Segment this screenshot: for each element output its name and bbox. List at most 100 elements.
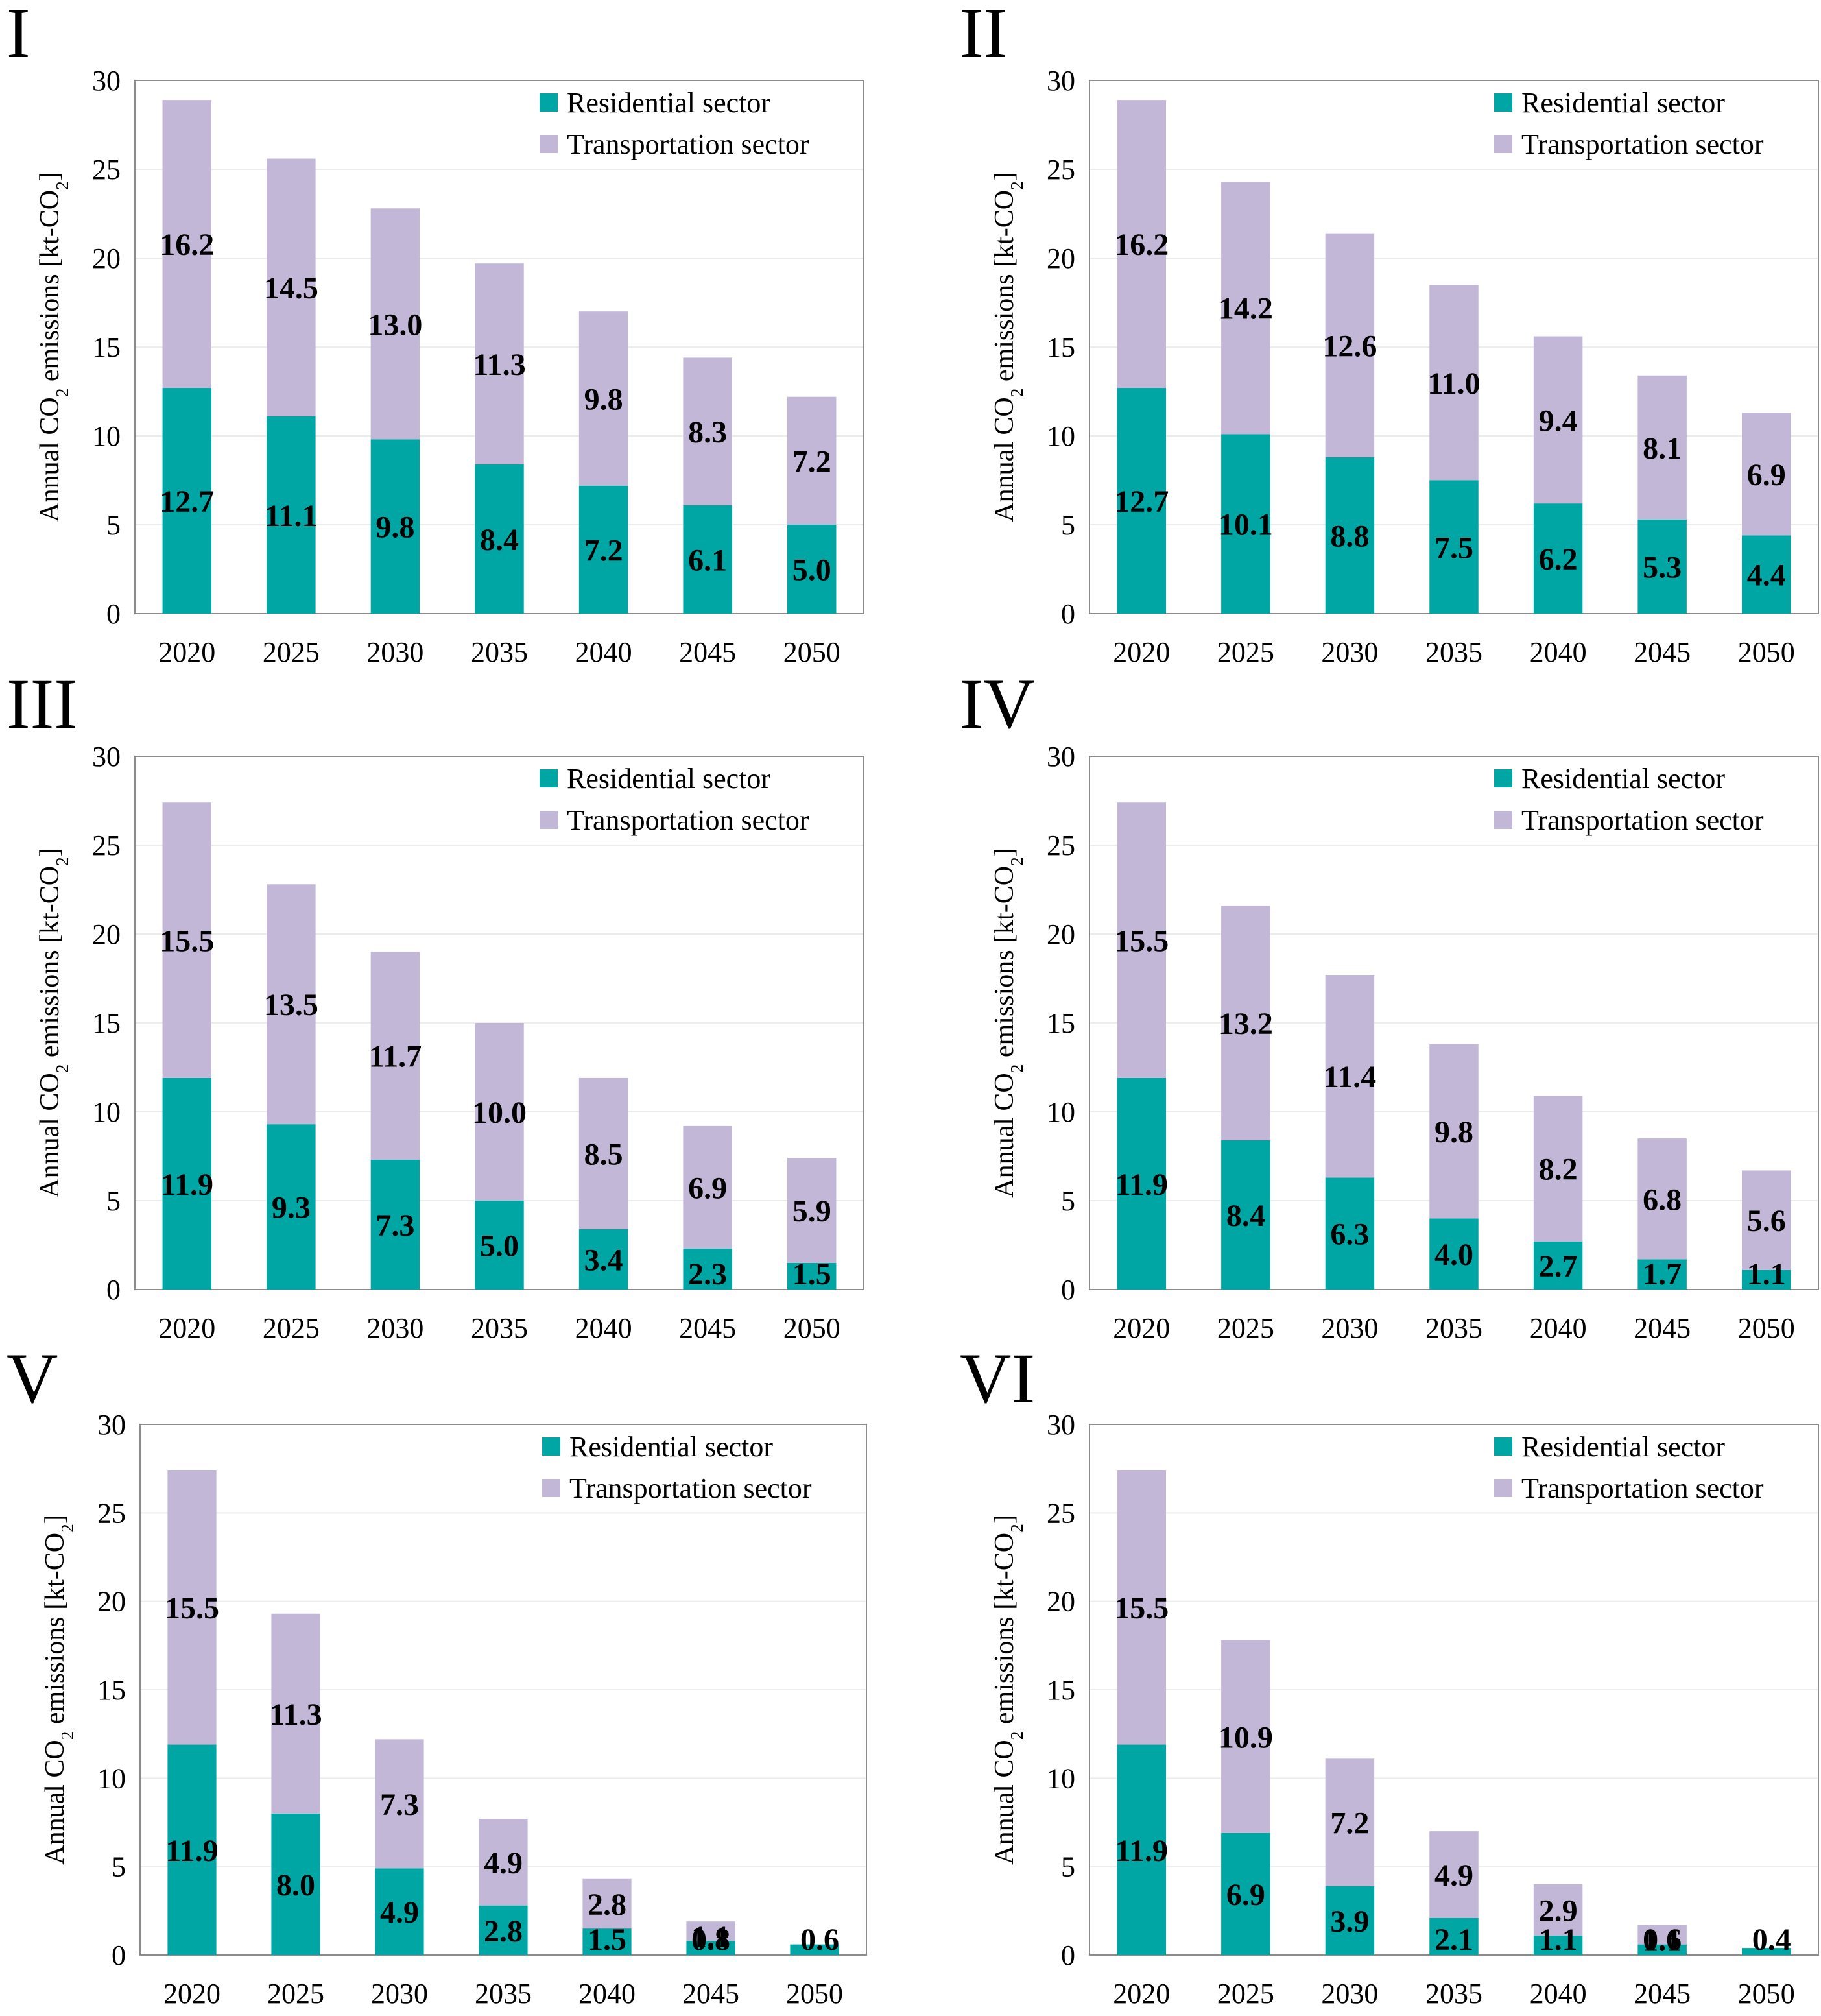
x-tick-label: 2025: [263, 1312, 320, 1344]
x-tick-label: 2045: [1634, 1312, 1691, 1344]
y-tick-label: 10: [1047, 420, 1075, 452]
bar-residential-2030: [1325, 1177, 1375, 1290]
y-tick-label: 0: [106, 598, 121, 630]
x-tick-label: 2045: [1634, 636, 1691, 668]
data-label-transportation: 8.2: [1539, 1153, 1578, 1187]
data-label-transportation: 8.3: [688, 415, 727, 450]
data-label-transportation: 7.2: [792, 444, 831, 479]
y-tick-label: 20: [97, 1586, 126, 1618]
data-label-residential: 1.5: [792, 1257, 831, 1291]
bar-transportation-2020: [162, 100, 212, 389]
x-tick-label: 2035: [471, 1312, 528, 1344]
bar-residential-2025: [267, 1124, 316, 1290]
legend-swatch-residential: [540, 93, 558, 112]
bar-residential-2020: [1117, 1077, 1167, 1290]
data-label-transportation: 15.5: [1114, 1591, 1169, 1626]
y-tick-label: 5: [112, 1851, 126, 1883]
x-tick-label: 2030: [366, 1312, 423, 1344]
bar-transportation-2050: [1741, 413, 1791, 536]
bar-transportation-2030: [375, 1739, 424, 1869]
bar-transportation-2030: [1325, 233, 1375, 457]
y-tick-label: 25: [92, 830, 121, 861]
y-axis-title: Annual CO2 emissions [kt-CO2]: [40, 1515, 77, 1864]
panel-label: II: [960, 0, 1007, 73]
y-tick-label: 10: [1047, 1096, 1075, 1128]
data-label-transportation: 15.5: [160, 924, 214, 959]
data-label-residential: 3.4: [584, 1243, 623, 1277]
x-tick-label: 2030: [1321, 636, 1378, 668]
bar-transportation-2020: [1117, 802, 1167, 1078]
bar-transportation-2035: [475, 1023, 524, 1201]
bar-residential-2030: [1325, 1886, 1375, 1955]
x-tick-label: 2025: [1217, 1978, 1274, 2010]
x-tick-label: 2035: [1425, 1978, 1482, 2010]
y-axis-title: Annual CO2 emissions [kt-CO2]: [990, 1515, 1027, 1864]
y-tick-label: 0: [1061, 598, 1075, 630]
data-label-residential: 6.2: [1539, 542, 1578, 577]
bar-transportation-2030: [370, 208, 420, 440]
legend-swatch-residential: [540, 769, 558, 787]
x-tick-label: 2050: [783, 636, 840, 668]
data-label-residential: 6.9: [1226, 1878, 1265, 1912]
x-tick-label: 2045: [682, 1978, 739, 2010]
y-tick-label: 10: [92, 420, 121, 452]
y-axis-title: Annual CO2 emissions [kt-CO2]: [35, 848, 72, 1197]
data-label-transportation: 11.7: [369, 1040, 422, 1074]
data-label-transportation: 6.8: [1643, 1182, 1682, 1217]
data-label-transportation: 11.0: [1427, 366, 1480, 401]
x-tick-label: 2025: [1217, 1312, 1274, 1344]
bar-transportation-2040: [582, 1878, 632, 1929]
bar-transportation-2025: [267, 158, 316, 416]
bar-transportation-2025: [267, 884, 316, 1125]
y-tick-label: 30: [92, 65, 121, 97]
data-label-transportation: 14.5: [264, 271, 318, 306]
bar-transportation-2035: [1429, 1831, 1479, 1918]
data-label-transportation: 11.3: [473, 348, 525, 382]
bar-transportation-2030: [370, 952, 420, 1160]
data-label-residential: 2.8: [484, 1914, 523, 1949]
x-tick-label: 2040: [1530, 636, 1587, 668]
legend-swatch-transportation: [1494, 811, 1512, 829]
x-tick-label: 2025: [1217, 636, 1274, 668]
bar-transportation-2045: [683, 1125, 732, 1249]
data-label-transportation: 15.5: [1114, 924, 1169, 959]
legend-label-residential: Residential sector: [1521, 1431, 1725, 1463]
bar-transportation-2025: [271, 1613, 320, 1814]
panel-label: III: [6, 664, 78, 743]
legend-label-transportation: Transportation sector: [1521, 128, 1764, 160]
x-tick-label: 2045: [679, 1312, 736, 1344]
data-label-transportation: 4.9: [484, 1846, 523, 1880]
bar-residential-2030: [375, 1868, 424, 1955]
x-tick-label: 2020: [1113, 1312, 1170, 1344]
legend-label-transportation: Transportation sector: [1521, 804, 1764, 836]
x-tick-label: 2020: [1113, 1978, 1170, 2010]
bar-residential-2025: [271, 1813, 320, 1955]
x-tick-label: 2045: [679, 636, 736, 668]
y-axis-title: Annual CO2 emissions [kt-CO2]: [990, 848, 1027, 1197]
data-label-transportation: 9.4: [1539, 403, 1578, 438]
data-label-residential: 6.1: [688, 543, 727, 577]
y-tick-label: 5: [106, 509, 121, 541]
data-label-transportation: 7.2: [1330, 1806, 1369, 1841]
y-tick-label: 25: [1047, 1497, 1075, 1529]
data-label-residential: 1.7: [1643, 1257, 1682, 1291]
bar-residential-2025: [1221, 434, 1270, 614]
panel-label: IV: [960, 664, 1035, 743]
data-label-residential: 4.9: [380, 1895, 419, 1930]
bar-transportation-2045: [683, 357, 732, 505]
data-label-residential: 1.1: [1539, 1923, 1578, 1957]
bar-residential-2020: [162, 388, 212, 614]
x-tick-label: 2020: [1113, 636, 1170, 668]
legend-label-residential: Residential sector: [567, 763, 770, 795]
data-label-transportation: 13.5: [264, 988, 318, 1022]
bar-residential-2040: [1533, 1936, 1583, 1955]
y-tick-label: 25: [1047, 154, 1075, 186]
bar-residential-2035: [475, 464, 524, 614]
bar-residential-2040: [582, 1928, 632, 1955]
y-tick-label: 30: [1047, 741, 1075, 773]
x-tick-label: 2040: [575, 1312, 632, 1344]
bar-transportation-2025: [1221, 182, 1270, 435]
